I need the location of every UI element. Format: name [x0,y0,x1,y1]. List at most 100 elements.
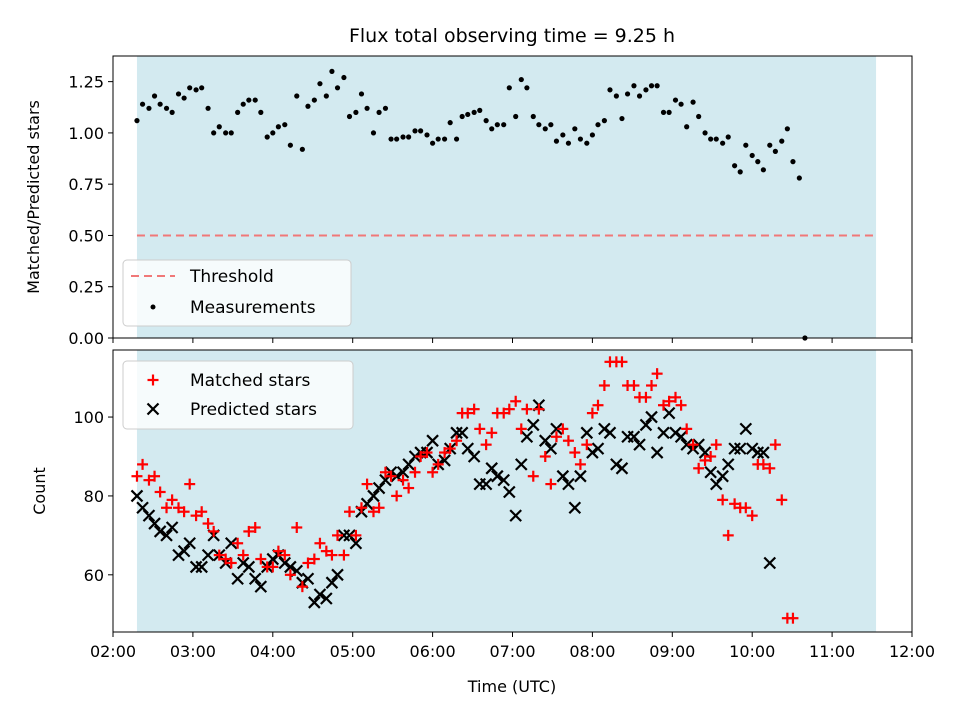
measurement-point [169,109,175,115]
measurement-point [382,105,389,111]
predicted-star-point-stroke [491,469,504,483]
measurement-point [713,136,719,142]
matched-star-point [681,423,693,435]
predicted-star-point-stroke [153,525,167,538]
predicted-star-point-stroke [349,536,363,550]
matched-star-point [255,553,267,565]
matched-star-point [705,450,717,462]
measurement-point [654,83,660,89]
predicted-star-point [716,469,729,483]
matched-star-point [581,439,593,451]
matched-star-point [658,399,670,411]
predicted-star-point [645,410,658,424]
predicted-star-point-stroke [650,446,664,459]
top-panel: 0.00 0.25 0.50 0.75 1.00 1.25 Flux total obse… [24,25,913,348]
predicted-star-point [550,422,563,436]
predicted-star-point [538,434,552,447]
matched-star-point [468,403,480,415]
predicted-star-point [284,560,297,574]
predicted-star-point-stroke [692,438,705,451]
predicted-star-point [467,450,481,463]
measurement-point [796,175,802,181]
matched-star-point [243,525,255,537]
measurement-point [737,169,743,175]
measurement-point [471,109,477,115]
predicted-star-point [704,465,717,479]
predicted-star-point [657,426,670,440]
matched-star-point [314,537,326,549]
measurement-point [565,140,572,146]
measurement-point [211,130,217,136]
predicted-star-point-stroke [177,544,191,558]
predicted-star-point-stroke [254,580,268,593]
predicted-star-point [520,430,534,444]
measurement-point [501,122,507,128]
top-legend-box [122,259,352,327]
predicted-star-point [236,556,250,570]
predicted-star-point-stroke [172,548,185,562]
predicted-star-point-stroke [160,529,173,542]
matched-star-point [521,403,533,415]
matched-star-point [764,462,776,474]
predicted-star-point [408,450,422,463]
measurement-point [341,74,347,81]
measurement-point [370,130,377,136]
predicted-star-point-stroke [645,410,658,424]
matched-star-point [137,458,149,470]
measurement-point [435,136,441,142]
legend-measurements-swatch [150,304,156,310]
predicted-star-point [450,426,463,440]
bottom-y-axis: 60 80 100 [73,408,113,585]
predicted-star-point [586,446,599,459]
measurement-point [376,109,382,115]
measurement-point [394,136,400,142]
measurement-point [264,134,270,140]
measurement-point [524,85,530,91]
measurement-point [518,76,524,83]
measurement-point [412,128,418,134]
predicted-star-point-stroke [662,406,676,420]
matched-star-point [385,470,397,482]
matched-star-point [598,379,610,391]
measurement-point [400,134,406,140]
bottom-x-tick-label: 04:00 [250,642,296,661]
predicted-star-point [183,536,196,550]
measurement-point [305,103,311,109]
predicted-star-point [591,442,605,455]
matched-star-point [308,553,320,565]
legend-measurements-label: Measurements [190,298,316,318]
matched-star-point [586,407,598,419]
predicted-star-point-stroke [633,438,646,451]
measurement-point [287,142,293,148]
matched-star-point [355,502,367,514]
matched-star-point [208,525,220,537]
legend-predicted-label: Predicted stars [190,400,317,420]
legend-plus-marker [147,374,159,386]
measurement-point [175,91,182,97]
predicted-star-point [224,536,238,550]
predicted-star-point-stroke [598,422,611,436]
bottom-y-tick-label: 80 [84,487,104,506]
predicted-star-point [485,462,499,475]
predicted-star-point [367,489,380,503]
matched-star-point [432,458,444,470]
predicted-star-point [160,529,173,542]
x-axis-label: Time (UTC) [467,677,556,696]
bottom-x-tick-label: 11:00 [809,642,855,661]
top-y-tick-label: 0.00 [68,329,104,348]
matched-star-point [267,561,279,573]
predicted-star-point-stroke [680,438,693,451]
measurement-point [624,91,631,97]
predicted-star-point-stroke [455,426,469,440]
measurement-point [732,163,738,169]
measurement-point [252,97,258,103]
bottom-x-tick-label: 12:00 [889,642,935,661]
matched-star-point [550,431,562,443]
matched-star-point [131,470,143,482]
measurement-point [139,101,146,107]
measurement-point [406,134,412,140]
matched-star-point [545,478,557,490]
matched-star-point [332,529,344,541]
measurement-point [459,113,465,120]
measurement-point [489,126,495,132]
